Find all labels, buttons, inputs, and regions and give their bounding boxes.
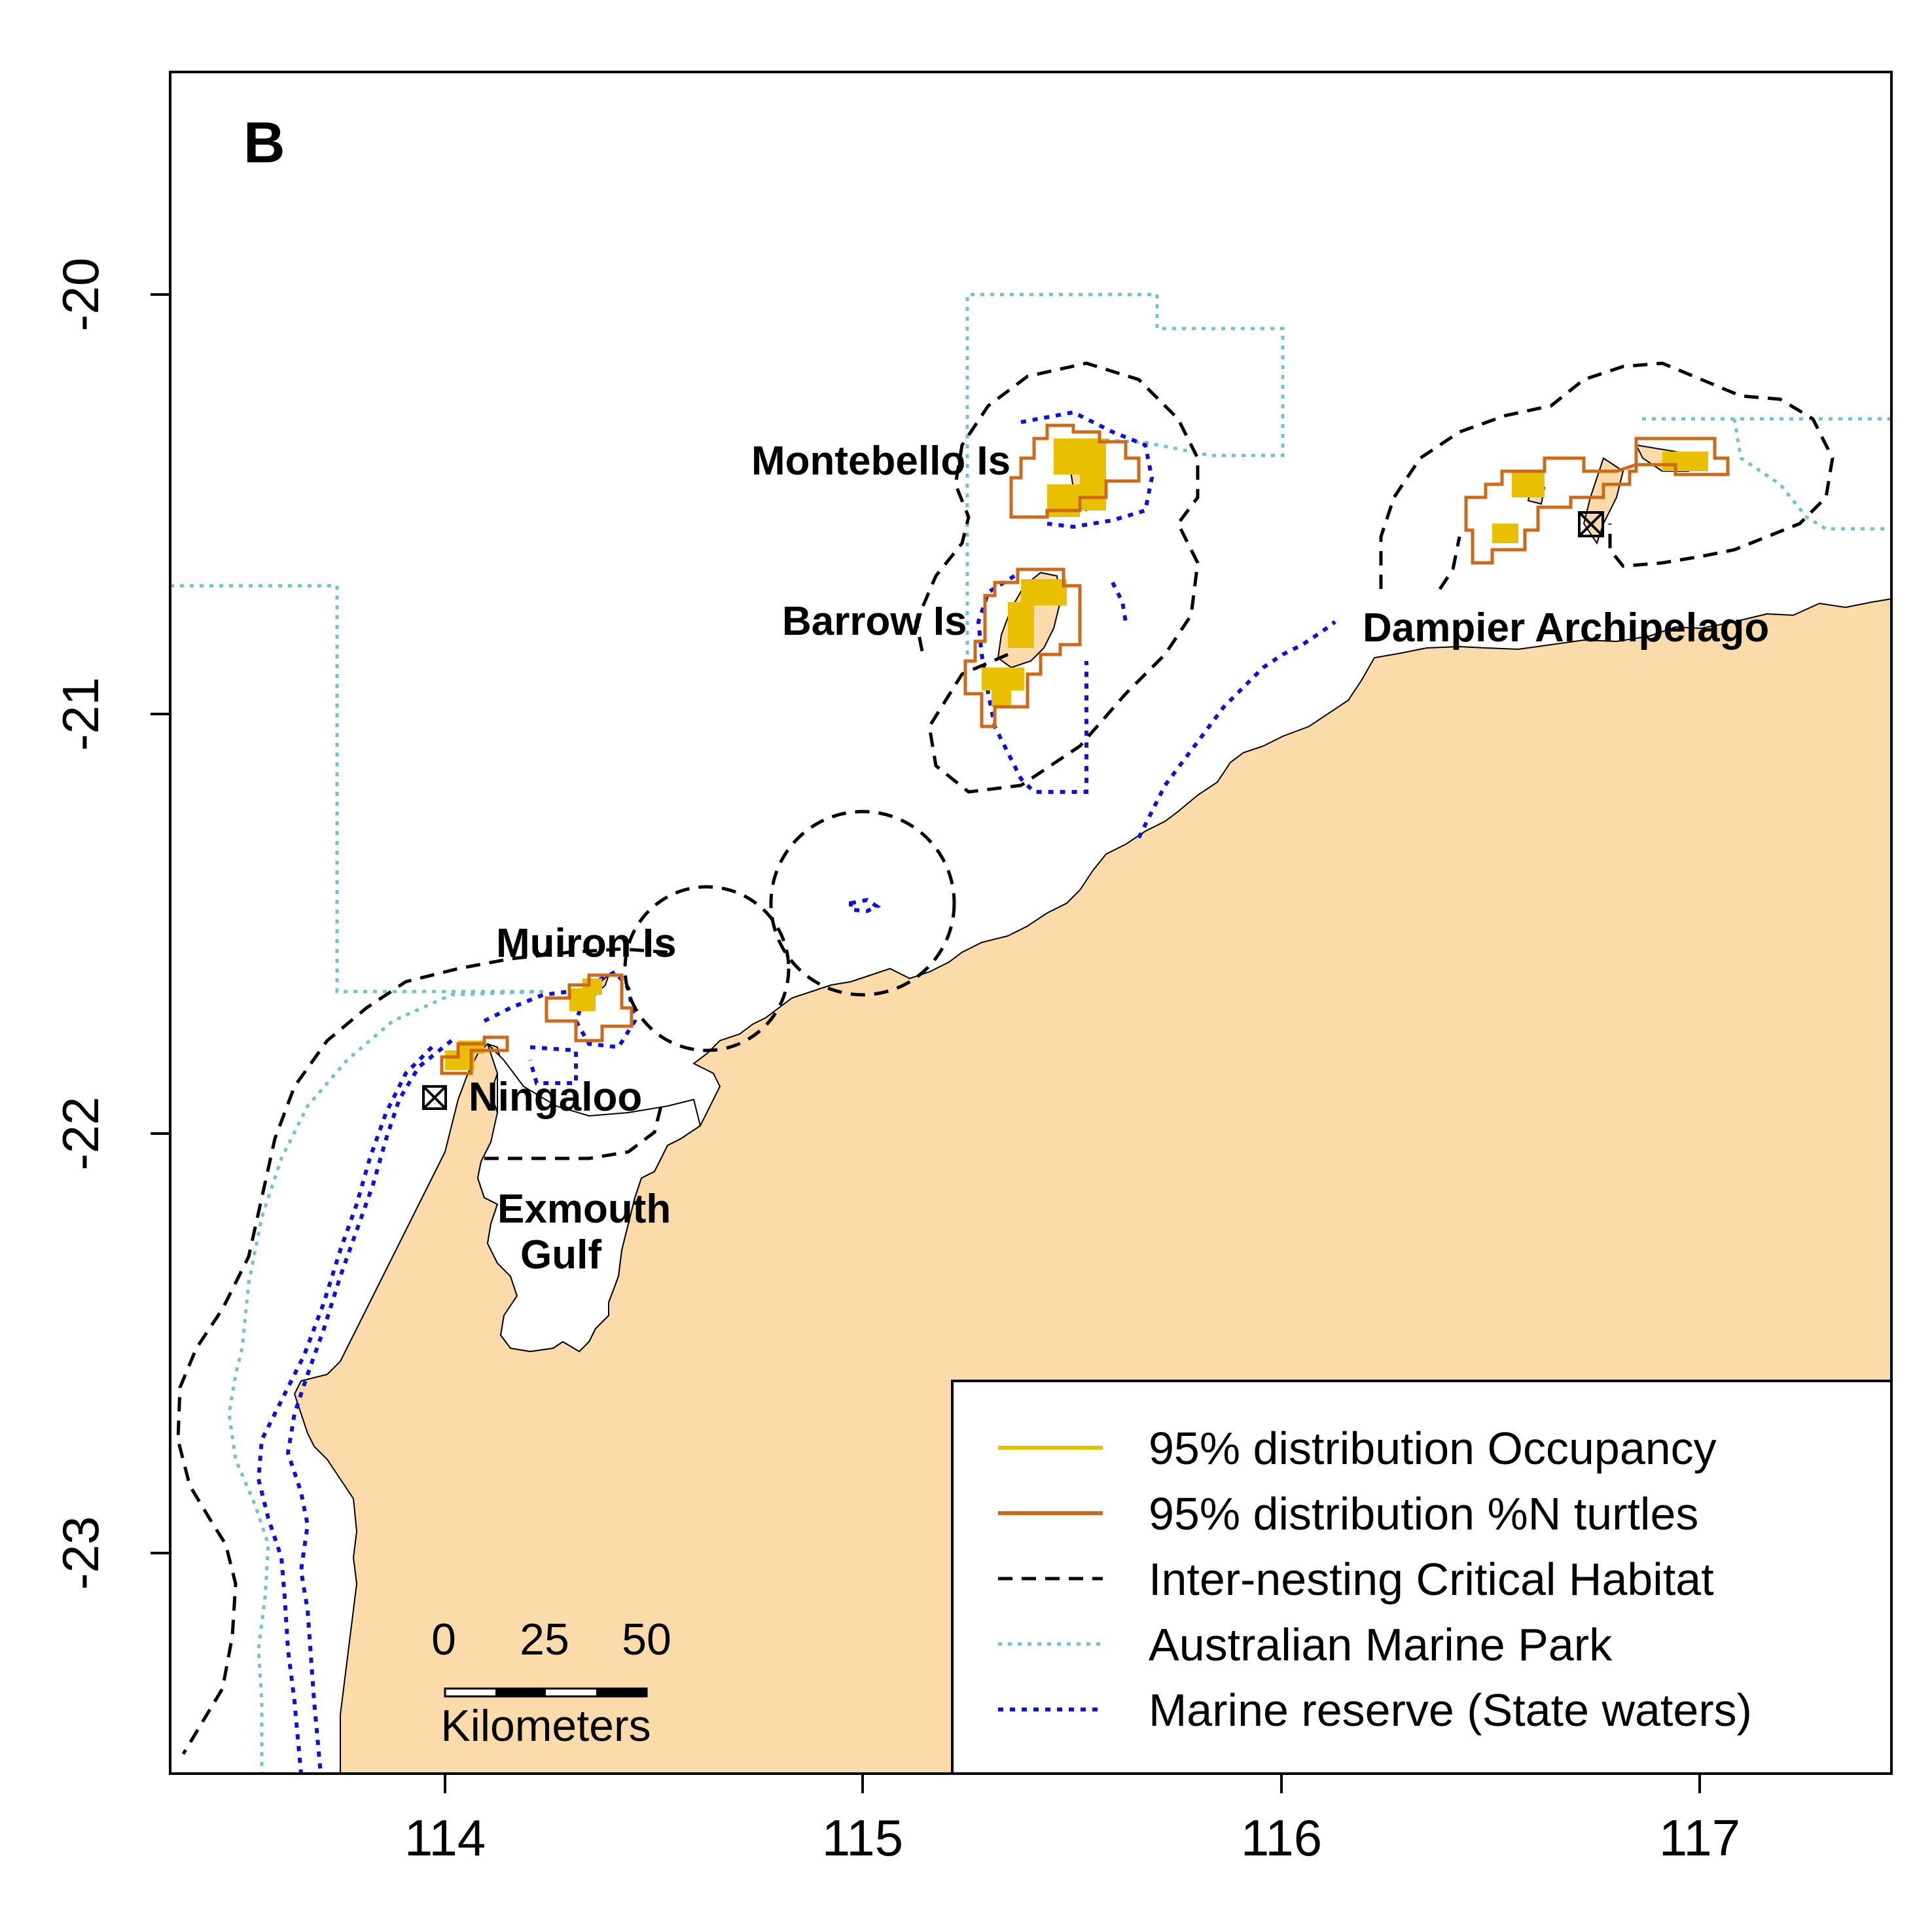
x-tick-114: 114 [404,1809,486,1867]
label-ningaloo: Ningaloo [469,1075,642,1120]
label-dampier: Dampier Archipelago [1363,605,1769,651]
label-exmouth-2: Gulf [520,1232,601,1278]
label-exmouth-1: Exmouth [497,1187,671,1232]
y-tick-minus20: -20 [52,258,109,332]
scale-bar: 0 25 50 Kilometers [431,1615,671,1751]
australian-marine-park [170,293,1891,1774]
inter-nesting-critical-habitat [176,361,1834,1755]
scale-label-25: 25 [520,1615,569,1664]
dampier-marker [1578,511,1604,537]
label-montebello: Montebello Is [751,438,1011,484]
legend-occupancy: 95% distribution Occupancy [1149,1423,1717,1474]
x-tick-116: 116 [1241,1809,1322,1867]
ningaloo-marker [422,1085,447,1110]
y-tick-minus21: -21 [52,677,109,751]
scale-label-0: 0 [431,1615,456,1664]
x-tick-115: 115 [822,1809,903,1867]
label-muiron: Muiron Is [496,921,677,966]
turtles-distribution [440,423,1730,1075]
legend-critical-habitat: Inter-nesting Critical Habitat [1149,1554,1714,1605]
scale-label-50: 50 [622,1615,671,1664]
legend-turtles: 95% distribution %N turtles [1149,1488,1698,1539]
y-tick-minus22: -22 [52,1097,109,1171]
x-tick-117: 117 [1659,1809,1740,1867]
exmouth-gulf-water [476,1043,702,1353]
legend-marine-park: Australian Marine Park [1149,1619,1613,1670]
y-tick-minus23: -23 [52,1516,109,1590]
label-barrow: Barrow Is [782,599,967,644]
legend: 95% distribution Occupancy 95% distribut… [951,1380,1893,1775]
scale-unit: Kilometers [440,1701,651,1751]
plot-frame [169,71,1893,1775]
legend-marine-reserve: Marine reserve (State waters) [1149,1685,1752,1736]
marine-reserve-state-waters [256,410,1336,1774]
y-axis [151,293,170,1554]
panel-letter: B [243,110,285,175]
x-axis [444,1774,1701,1793]
